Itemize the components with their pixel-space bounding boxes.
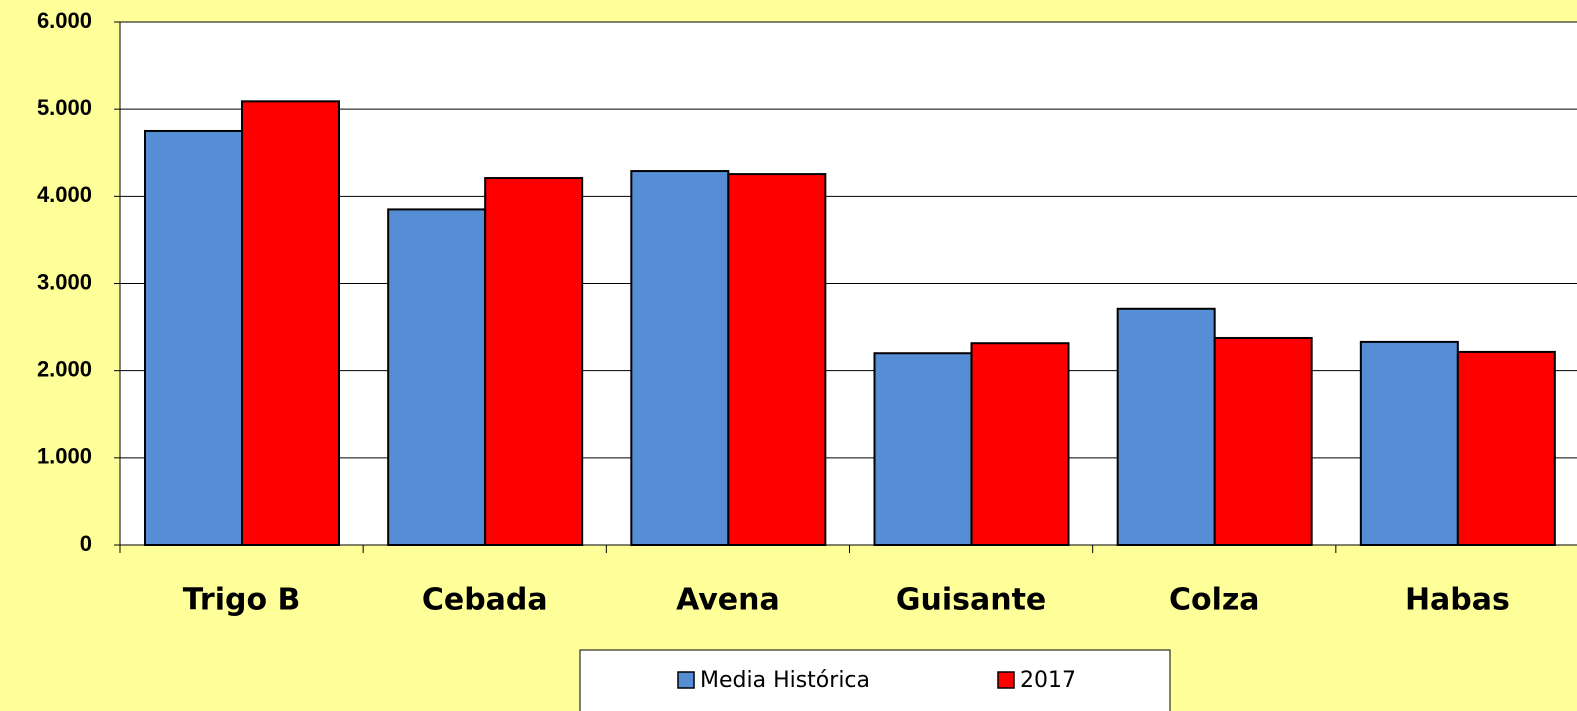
bar [630, 170, 730, 546]
bar [1116, 307, 1216, 546]
y-tick-label: 5.000 [37, 95, 92, 120]
x-tick-label: Habas [1405, 583, 1510, 618]
legend-swatch [677, 671, 695, 689]
bar [1213, 336, 1313, 546]
y-tick-label: 0 [80, 531, 92, 556]
bar [970, 342, 1070, 546]
legend-label: 2017 [1020, 668, 1076, 693]
x-tick-label: Guisante [896, 583, 1046, 618]
bar [387, 208, 487, 547]
x-tick-label: Trigo B [183, 583, 301, 618]
x-tick-label: Cebada [422, 583, 548, 618]
legend-label: Media Histórica [700, 668, 870, 693]
legend-box [579, 649, 1171, 711]
y-tick-label: 2.000 [37, 356, 92, 381]
x-tick-label: Colza [1169, 583, 1260, 618]
bar [727, 173, 827, 546]
y-tick-label: 3.000 [37, 269, 92, 294]
bar [144, 129, 243, 546]
bar [241, 100, 340, 547]
y-tick-label: 1.000 [37, 444, 92, 469]
x-tick-label: Avena [676, 583, 780, 618]
bar [873, 352, 973, 546]
legend-swatch [997, 671, 1015, 689]
y-tick-label: 4.000 [37, 182, 92, 207]
bar [484, 177, 584, 547]
y-tick-label: 6.000 [37, 8, 92, 33]
bar [1359, 340, 1459, 546]
bar [1456, 350, 1556, 547]
